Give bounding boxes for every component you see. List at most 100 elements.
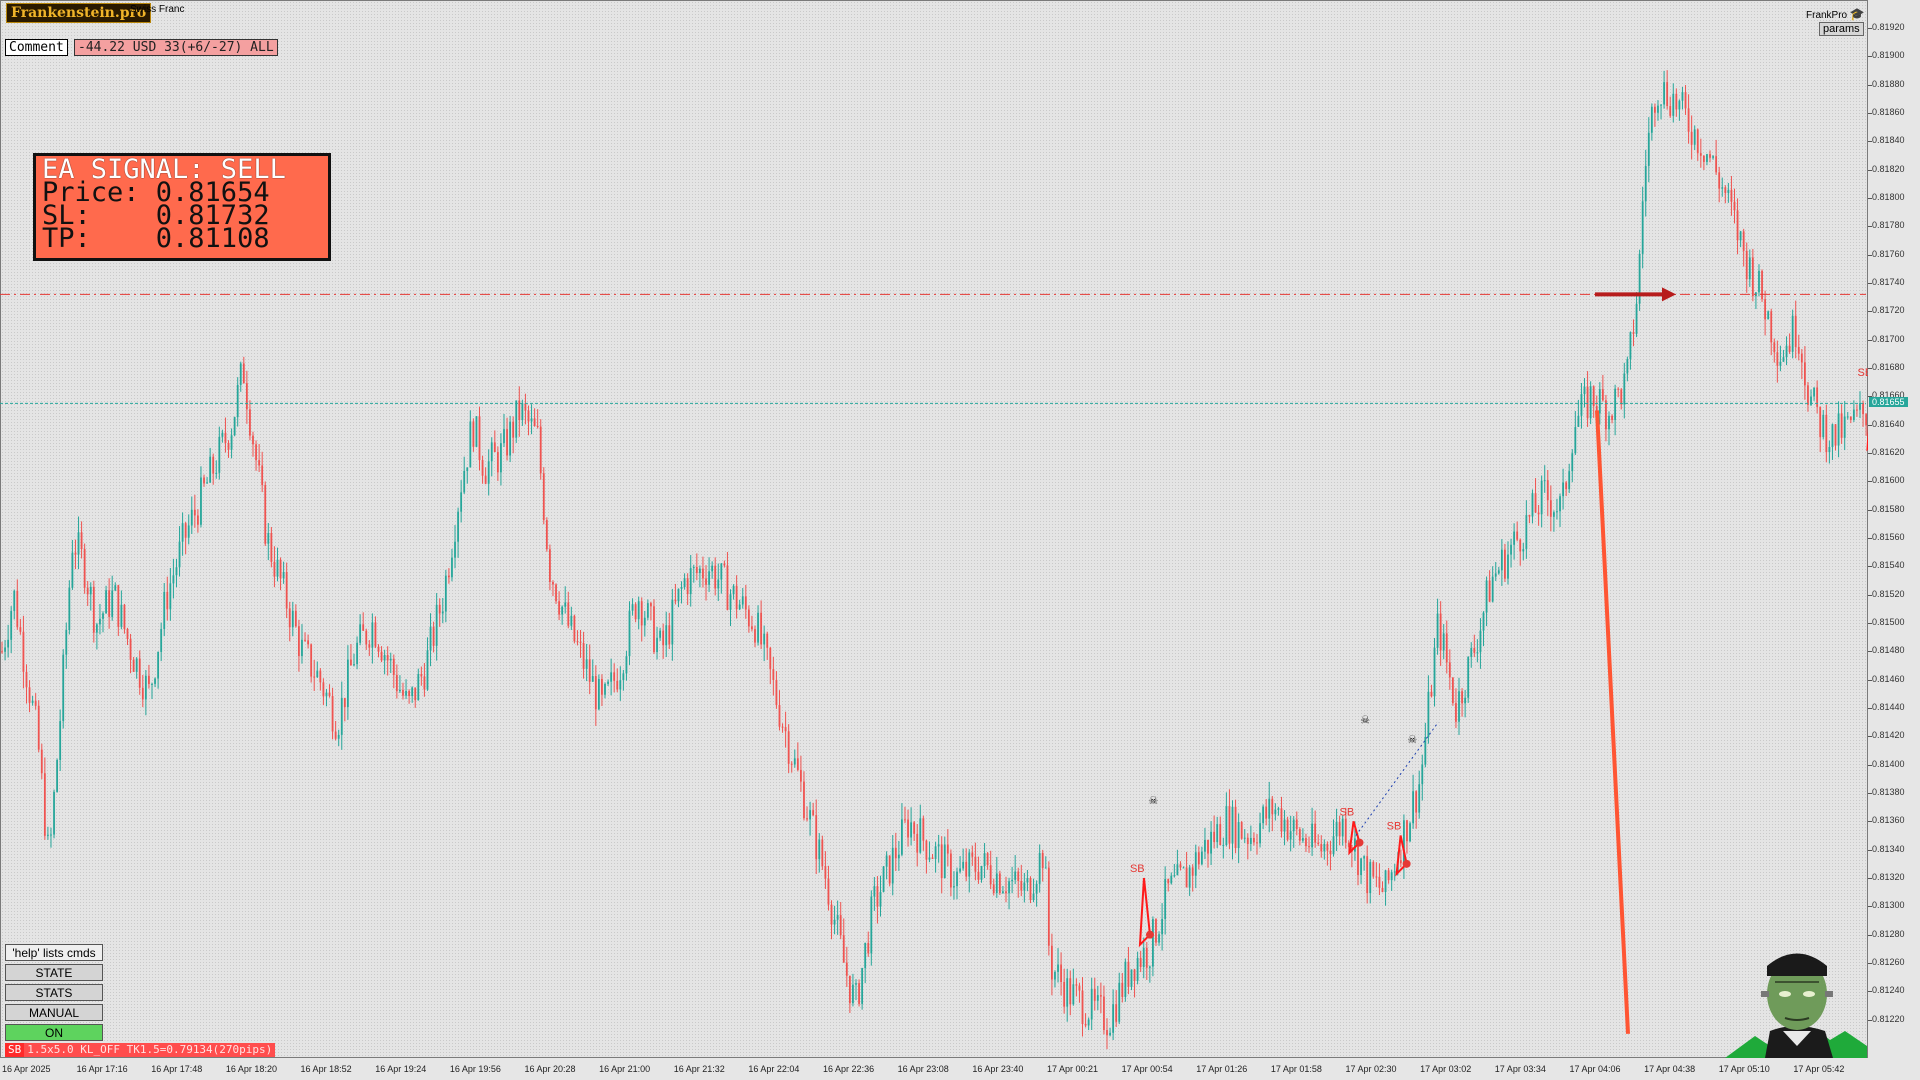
candle-body [1837, 413, 1840, 446]
state-button[interactable]: STATE [5, 964, 103, 981]
candle-body [1500, 549, 1503, 571]
candle-body [1084, 1023, 1087, 1026]
candle-body [350, 659, 352, 666]
candle-body [585, 659, 588, 669]
on-toggle-button[interactable]: ON [5, 1024, 103, 1041]
candle-body [769, 647, 772, 670]
candle-body [1406, 820, 1408, 842]
candle-body [343, 697, 346, 708]
candle-body [1779, 361, 1782, 366]
candle-body [1360, 858, 1362, 875]
candle-body [1286, 819, 1289, 840]
candle-body [1363, 856, 1366, 859]
brand-logo: Frankenstein.pro [6, 3, 152, 23]
price-tick [1868, 169, 1872, 171]
candle-body [285, 572, 288, 609]
candle-body [873, 886, 876, 897]
candle-body [968, 852, 971, 877]
candle-body [478, 416, 481, 461]
sell-arrow-head-icon [1662, 287, 1676, 302]
candle-body [983, 853, 986, 867]
candle-body [490, 442, 493, 462]
candle-body [686, 578, 689, 595]
price-tick-label: 0.81860 [1872, 107, 1905, 117]
candle-body [1702, 155, 1705, 162]
candle-body [1369, 862, 1372, 894]
candle-body [89, 586, 92, 595]
candle-body [1, 651, 3, 653]
candle-body [1543, 480, 1546, 482]
candle-body [138, 658, 141, 688]
candle-body [463, 471, 466, 493]
candle-body [1519, 539, 1522, 552]
candle-body [1222, 844, 1225, 846]
candle-body [1155, 919, 1157, 943]
candle-body [542, 473, 545, 521]
graduation-cap-icon[interactable]: 🎓 [1849, 7, 1865, 21]
candle-body [628, 610, 631, 657]
candle-body [105, 590, 107, 614]
candle-body [1121, 982, 1124, 998]
candle-body [800, 769, 802, 782]
params-button[interactable]: params [1819, 22, 1864, 36]
candle-body [1767, 311, 1770, 320]
candle-body [1672, 93, 1675, 116]
candle-body [757, 612, 759, 643]
candle-body [1314, 823, 1317, 843]
candle-body [1859, 403, 1861, 410]
candle-body [1005, 891, 1007, 894]
candle-body [1026, 878, 1029, 883]
candle-body [1439, 613, 1442, 651]
candle-body [1124, 961, 1127, 998]
candle-body [530, 418, 533, 422]
trade-exit-icon [1145, 930, 1154, 939]
candle-body [1253, 837, 1255, 843]
manual-button[interactable]: MANUAL [5, 1004, 103, 1021]
candle-body [411, 687, 414, 697]
candle-body [1069, 978, 1072, 1005]
candle-body [426, 650, 429, 690]
candle-body [711, 565, 714, 572]
candle-body [1712, 156, 1714, 158]
candle-body [1862, 403, 1864, 415]
price-tick [1868, 878, 1872, 879]
candle-body [980, 866, 983, 880]
price-tick [1868, 283, 1872, 284]
candle-body [793, 758, 796, 765]
time-tick-label: 16 Apr 21:00 [599, 1064, 651, 1074]
candle-body [1592, 386, 1595, 407]
price-chart[interactable]: SBSBSBSB☠☠☠☠ [0, 0, 1868, 1058]
candle-body [1644, 165, 1647, 202]
price-tick-label: 0.81280 [1872, 928, 1905, 939]
price-tick [1868, 566, 1872, 568]
candle-body [1611, 415, 1613, 420]
signal-sl: SL: 0.81732 [42, 200, 270, 231]
candle-body [160, 628, 163, 652]
price-tick-label: 0.81260 [1872, 957, 1905, 967]
candle-body [37, 705, 40, 750]
price-tick [1868, 339, 1872, 341]
help-button[interactable]: 'help' lists cmds [5, 944, 103, 961]
candle-body [781, 726, 784, 728]
candle-body [13, 590, 16, 611]
candle-body [1302, 838, 1304, 841]
candle-body [1109, 1032, 1111, 1036]
price-tick [1868, 254, 1872, 256]
price-tick [1868, 538, 1872, 539]
candle-body [157, 651, 160, 679]
candle-body [1063, 981, 1066, 1007]
candle-body [417, 674, 420, 701]
stats-button[interactable]: STATS [5, 984, 103, 1001]
candle-body [989, 865, 992, 885]
candle-body [974, 856, 977, 872]
candle-body [1742, 231, 1745, 251]
candle-body [1130, 969, 1133, 987]
candle-body [1546, 480, 1549, 501]
candle-body [230, 435, 233, 450]
time-tick-label: 17 Apr 02:30 [1345, 1064, 1397, 1074]
candle-body [325, 692, 328, 697]
candle-body [1384, 870, 1387, 892]
candle-body [646, 603, 649, 618]
price-tick [1868, 311, 1872, 313]
candle-body [120, 604, 123, 627]
